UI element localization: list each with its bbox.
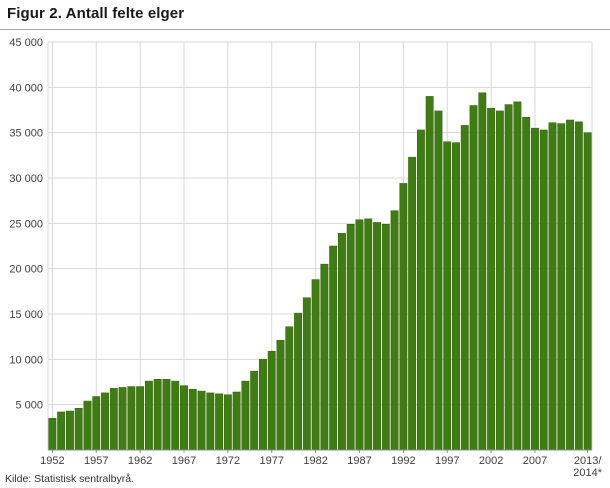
bar [522, 117, 531, 451]
title-divider [0, 29, 610, 30]
y-tick-label: 25 000 [9, 218, 43, 230]
bar [408, 156, 417, 451]
x-tick-label: 2007 [523, 455, 547, 467]
bar [92, 396, 101, 451]
bar [531, 127, 539, 451]
x-tick-label: 1957 [84, 455, 108, 467]
bar [74, 408, 83, 451]
bar [162, 379, 171, 451]
bar [434, 110, 443, 451]
bar [57, 411, 66, 451]
bar [144, 380, 153, 451]
x-tick-label: 1952 [40, 455, 64, 467]
bar [460, 125, 469, 451]
bar [215, 393, 224, 451]
bar [329, 245, 338, 451]
x-tick-label: 2013/ [574, 455, 602, 467]
bar [48, 418, 57, 451]
bar [338, 233, 346, 451]
bar [373, 222, 381, 451]
bar [399, 183, 408, 451]
x-tick-label: 1977 [259, 455, 283, 467]
y-tick-label: 20 000 [9, 264, 43, 276]
x-tick-label: 1997 [435, 455, 459, 467]
bar [390, 210, 399, 451]
bar [188, 389, 197, 451]
bar [583, 132, 592, 451]
bar [364, 218, 373, 451]
bar [381, 223, 390, 451]
bar [302, 297, 311, 451]
bar [574, 121, 583, 451]
bar [487, 107, 496, 451]
y-tick-label: 45 000 [9, 37, 43, 49]
bar [478, 92, 487, 451]
bar [495, 110, 504, 451]
bar [452, 142, 460, 451]
bar [276, 340, 285, 451]
bar [548, 122, 557, 451]
x-tick-label: 1982 [303, 455, 327, 467]
bar [539, 129, 548, 451]
bar-chart: 5 000 10 000 15 000 20 000 25 000 30 000 35 00… [9, 37, 602, 479]
bar [513, 101, 522, 451]
bar [355, 219, 364, 451]
bar [171, 380, 180, 451]
bar [223, 394, 232, 451]
bar [241, 380, 250, 451]
bar [109, 388, 118, 451]
y-tick-label: 35 000 [9, 128, 43, 140]
bar [267, 350, 276, 451]
x-tick-label: 1992 [391, 455, 415, 467]
x-tick-label: 2014* [573, 467, 602, 479]
y-tick-label: 40 000 [9, 82, 43, 94]
bar [425, 96, 434, 451]
bar [250, 370, 259, 451]
x-tick-label: 2002 [479, 455, 503, 467]
chart-title: Figur 2. Antall felte elger [7, 5, 185, 22]
bar [346, 223, 355, 451]
bar [153, 379, 162, 451]
bar [311, 279, 320, 451]
x-tick-label: 1962 [128, 455, 152, 467]
bar [416, 129, 425, 451]
bar [197, 390, 206, 451]
x-tick-label: 1967 [172, 455, 196, 467]
bar [232, 391, 241, 451]
bar [180, 385, 188, 451]
bar [285, 326, 294, 451]
bar [118, 387, 127, 451]
bar [504, 104, 513, 451]
y-tick-label: 30 000 [9, 173, 43, 185]
bar [443, 141, 452, 451]
y-tick-label: 5 000 [15, 400, 43, 412]
bar [101, 392, 109, 451]
bar [83, 400, 92, 451]
bar [566, 119, 575, 451]
y-tick-label: 15 000 [9, 309, 43, 321]
bar [206, 392, 215, 451]
bar [66, 410, 74, 451]
bar [136, 386, 145, 451]
bar [127, 386, 136, 451]
x-tick-label: 1987 [347, 455, 371, 467]
source-note: Kilde: Statistisk sentralbyrå. [5, 473, 134, 485]
bar [469, 105, 478, 451]
x-tick-label: 1972 [216, 455, 240, 467]
bar [557, 123, 566, 451]
bar [294, 312, 303, 451]
bar [259, 359, 267, 451]
y-tick-label: 10 000 [9, 354, 43, 366]
bar [320, 263, 329, 451]
